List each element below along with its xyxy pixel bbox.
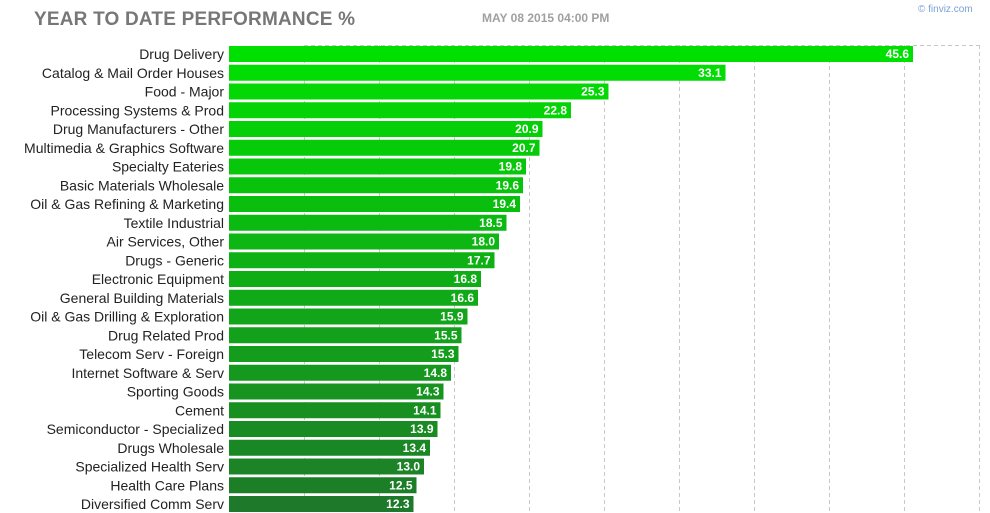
category-label: General Building Materials [60,290,224,306]
bar[interactable] [229,421,438,437]
category-label: Sporting Goods [127,384,224,400]
category-label: Drug Manufacturers - Other [53,121,225,137]
category-label: Processing Systems & Prod [50,102,224,118]
value-label: 17.7 [467,253,491,267]
brand-watermark: © finviz.com [918,4,973,12]
value-label: 20.9 [515,122,539,136]
bar[interactable] [229,214,507,231]
value-label: 19.8 [499,160,523,174]
value-label: 33.1 [698,66,722,80]
bar[interactable] [229,308,468,325]
category-label: Electronic Equipment [92,271,224,287]
value-label: 19.6 [496,178,520,192]
bar[interactable] [229,402,441,419]
bar[interactable] [229,121,543,137]
value-label: 13.4 [403,441,427,455]
value-label: 15.5 [434,328,458,342]
category-label: Multimedia & Graphics Software [24,140,224,156]
category-label: Specialized Health Serv [75,459,224,475]
category-label: Internet Software & Serv [71,365,224,381]
category-label: Oil & Gas Refining & Marketing [30,196,224,212]
category-label: Basic Materials Wholesale [60,177,224,193]
value-label: 15.3 [431,347,455,361]
category-label: Cement [175,402,224,418]
bar[interactable] [229,177,523,194]
value-label: 16.8 [454,272,478,286]
category-label: Health Care Plans [110,477,224,493]
category-label: Air Services, Other [107,234,225,250]
category-label: Drug Delivery [139,46,224,62]
value-label: 14.1 [413,403,437,417]
category-label: Food - Major [145,84,225,100]
value-label: 12.3 [386,497,410,511]
category-label: Catalog & Mail Order Houses [42,65,224,81]
category-label: Drug Related Prod [108,327,224,343]
value-label: 16.6 [451,291,475,305]
category-label: Specialty Eateries [112,159,224,175]
bar[interactable] [229,458,424,475]
value-label: 18.0 [472,235,496,249]
value-label: 20.7 [512,141,536,155]
bar[interactable] [229,346,459,362]
bar[interactable] [229,477,417,494]
value-label: 13.0 [397,460,421,474]
value-label: 15.9 [440,310,464,324]
bar[interactable] [229,64,726,81]
value-label: 22.8 [544,103,568,117]
bar[interactable] [229,439,430,456]
bar[interactable] [229,271,481,287]
value-label: 14.3 [416,385,440,399]
value-label: 45.6 [886,47,910,61]
bar[interactable] [229,233,499,250]
timestamp: MAY 08 2015 04:00 PM [482,11,610,25]
value-label: 19.4 [493,197,517,211]
bar[interactable] [229,158,526,175]
bar[interactable] [229,46,913,62]
bar[interactable] [229,139,540,156]
category-label: Textile Industrial [124,215,224,231]
bar[interactable] [229,252,495,269]
bar[interactable] [229,383,444,400]
category-label: Drugs Wholesale [117,440,224,456]
value-label: 14.8 [424,366,448,380]
value-label: 25.3 [581,85,605,99]
value-label: 18.5 [479,216,503,230]
value-label: 12.5 [389,478,413,492]
value-label: 13.9 [410,422,434,436]
bar[interactable] [229,289,478,306]
bar[interactable] [229,102,571,119]
chart-title: YEAR TO DATE PERFORMANCE % [34,9,356,30]
bar[interactable] [229,196,520,212]
category-label: Diversified Comm Serv [81,496,224,512]
category-label: Drugs - Generic [125,252,224,268]
bar[interactable] [229,364,451,381]
bar[interactable] [229,83,609,100]
category-label: Semiconductor - Specialized [47,421,224,437]
category-label: Telecom Serv - Foreign [79,346,224,362]
category-label: Oil & Gas Drilling & Exploration [30,309,224,325]
bar[interactable] [229,327,462,344]
bar[interactable] [229,496,414,512]
